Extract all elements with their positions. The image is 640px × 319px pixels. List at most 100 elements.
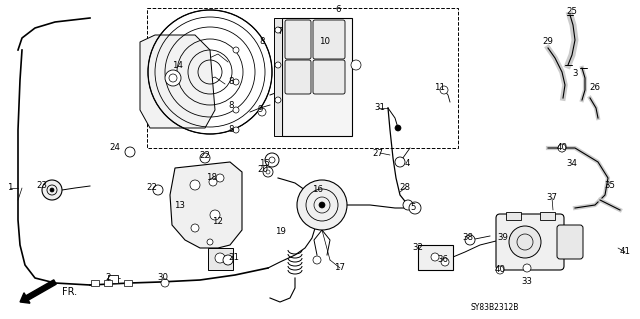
- Circle shape: [265, 153, 279, 167]
- Bar: [208, 248, 233, 270]
- Circle shape: [403, 200, 413, 210]
- Circle shape: [233, 79, 239, 85]
- Circle shape: [395, 157, 405, 167]
- Text: 30: 30: [157, 273, 168, 283]
- Circle shape: [258, 108, 266, 116]
- Text: 35: 35: [605, 181, 616, 189]
- Text: 12: 12: [212, 218, 223, 226]
- Circle shape: [275, 97, 281, 103]
- Circle shape: [191, 224, 199, 232]
- Circle shape: [509, 226, 541, 258]
- Text: 10: 10: [319, 38, 330, 47]
- Text: 15: 15: [259, 159, 271, 167]
- Text: 11: 11: [435, 84, 445, 93]
- Circle shape: [496, 266, 504, 274]
- Text: 31: 31: [374, 103, 385, 113]
- Circle shape: [275, 62, 281, 68]
- Text: 41: 41: [620, 248, 630, 256]
- FancyArrow shape: [20, 280, 56, 303]
- Text: 7: 7: [277, 27, 283, 36]
- Circle shape: [215, 253, 225, 263]
- Circle shape: [190, 180, 200, 190]
- Text: 27: 27: [372, 149, 383, 158]
- Text: 8: 8: [228, 100, 234, 109]
- Circle shape: [125, 147, 135, 157]
- Text: 14: 14: [173, 61, 184, 70]
- Circle shape: [216, 174, 224, 182]
- Text: 8: 8: [228, 125, 234, 135]
- FancyBboxPatch shape: [557, 225, 583, 259]
- Bar: [108, 275, 118, 283]
- Circle shape: [441, 258, 449, 266]
- Circle shape: [440, 86, 448, 94]
- Circle shape: [161, 279, 169, 287]
- Circle shape: [465, 235, 475, 245]
- Circle shape: [263, 167, 273, 177]
- Circle shape: [351, 60, 361, 70]
- Text: 4: 4: [404, 159, 410, 167]
- Text: 40: 40: [495, 265, 506, 275]
- Circle shape: [523, 264, 531, 272]
- Circle shape: [500, 235, 510, 245]
- Text: 13: 13: [175, 201, 186, 210]
- Text: 36: 36: [438, 256, 449, 264]
- Text: 33: 33: [522, 278, 532, 286]
- Text: 22: 22: [147, 183, 157, 192]
- Circle shape: [165, 70, 181, 86]
- Text: 2: 2: [105, 273, 111, 283]
- Text: 29: 29: [543, 38, 554, 47]
- Text: 18: 18: [207, 174, 218, 182]
- Text: 37: 37: [547, 194, 557, 203]
- Bar: [506, 212, 521, 220]
- Bar: [540, 212, 555, 220]
- Text: 3: 3: [572, 69, 578, 78]
- Bar: [418, 245, 453, 270]
- Bar: [282, 18, 352, 136]
- Circle shape: [326, 41, 334, 49]
- Text: 6: 6: [335, 5, 340, 14]
- Circle shape: [558, 144, 566, 152]
- Polygon shape: [140, 35, 215, 128]
- Circle shape: [50, 188, 54, 192]
- Text: 8: 8: [228, 78, 234, 86]
- Bar: [124, 280, 132, 286]
- Circle shape: [233, 127, 239, 133]
- Text: 39: 39: [497, 234, 508, 242]
- Text: SY83B2312B: SY83B2312B: [471, 303, 519, 313]
- Bar: [104, 280, 112, 286]
- Text: 23: 23: [36, 181, 47, 189]
- Text: 1: 1: [7, 183, 13, 192]
- Text: 17: 17: [335, 263, 346, 272]
- FancyBboxPatch shape: [496, 214, 564, 270]
- Text: 5: 5: [410, 204, 416, 212]
- Circle shape: [233, 107, 239, 113]
- Text: 22: 22: [200, 151, 211, 160]
- Circle shape: [233, 47, 239, 53]
- Circle shape: [223, 255, 233, 265]
- Circle shape: [42, 180, 62, 200]
- Circle shape: [395, 125, 401, 131]
- Circle shape: [210, 210, 220, 220]
- Text: 38: 38: [463, 234, 474, 242]
- Text: 19: 19: [275, 227, 285, 236]
- Text: 21: 21: [228, 254, 239, 263]
- Polygon shape: [170, 162, 242, 248]
- Circle shape: [319, 202, 325, 208]
- Circle shape: [207, 239, 213, 245]
- Circle shape: [275, 27, 281, 33]
- Circle shape: [431, 253, 439, 261]
- Text: 8: 8: [259, 38, 265, 47]
- Circle shape: [409, 202, 421, 214]
- Bar: [91, 280, 99, 286]
- FancyBboxPatch shape: [313, 60, 345, 94]
- Circle shape: [297, 180, 347, 230]
- Circle shape: [313, 256, 321, 264]
- Text: 20: 20: [257, 166, 269, 174]
- Bar: [274, 18, 282, 136]
- FancyBboxPatch shape: [285, 60, 311, 94]
- Text: 32: 32: [413, 243, 424, 253]
- Circle shape: [153, 185, 163, 195]
- Text: 16: 16: [312, 186, 323, 195]
- Text: 34: 34: [566, 159, 577, 167]
- Circle shape: [200, 153, 210, 163]
